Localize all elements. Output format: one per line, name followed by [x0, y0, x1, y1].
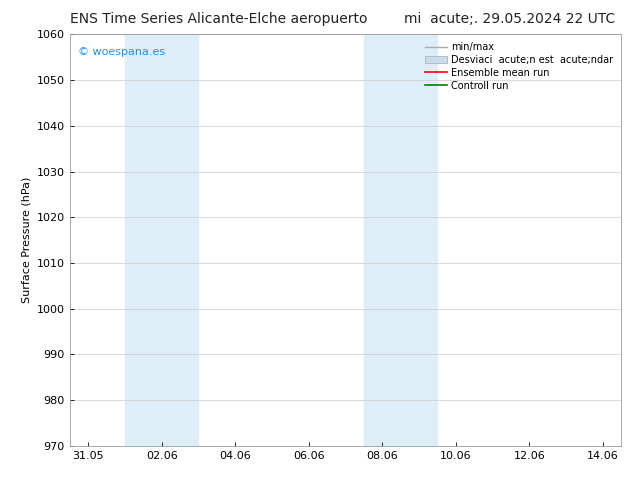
Y-axis label: Surface Pressure (hPa): Surface Pressure (hPa) [21, 177, 31, 303]
Bar [125, 34, 198, 446]
Text: mi  acute;. 29.05.2024 22 UTC: mi acute;. 29.05.2024 22 UTC [404, 12, 615, 26]
Text: ENS Time Series Alicante-Elche aeropuerto: ENS Time Series Alicante-Elche aeropuert… [70, 12, 367, 26]
Bar [364, 34, 437, 446]
Text: © woespana.es: © woespana.es [78, 47, 165, 57]
Legend: min/max, Desviaci  acute;n est  acute;ndar, Ensemble mean run, Controll run: min/max, Desviaci acute;n est acute;ndar… [422, 39, 616, 94]
